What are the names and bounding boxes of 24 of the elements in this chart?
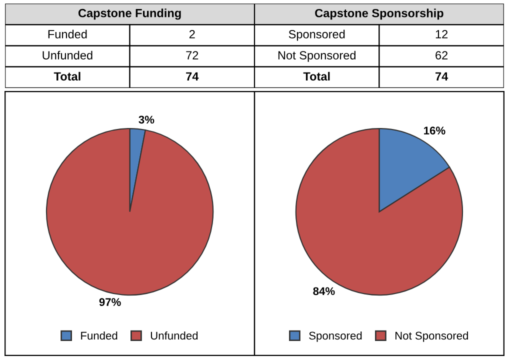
text: 62	[436, 51, 448, 60]
pie-slice	[295, 128, 464, 296]
data-label: 16%	[424, 126, 446, 135]
text: Total	[54, 72, 80, 81]
category-label: Funded	[48, 30, 87, 38]
category-label: Sponsored	[288, 30, 345, 41]
chart-title: Capstone Sponsorship	[315, 8, 444, 20]
legend-label: Not Sponsored	[395, 331, 468, 342]
legend-label: Funded	[81, 331, 118, 340]
slice-label: Not Sponsored	[278, 50, 356, 62]
pie-slice	[46, 128, 214, 296]
text: 12	[436, 30, 448, 38]
text: 72	[186, 51, 198, 60]
data-label: 97%	[99, 298, 121, 306]
data-label: 3%	[138, 116, 154, 124]
text: 74	[186, 72, 199, 80]
text: Total	[303, 72, 330, 81]
text: 74	[436, 72, 448, 80]
legend-label: Unfunded	[150, 331, 198, 340]
text: 2	[189, 30, 195, 38]
slice-label: Unfunded	[42, 50, 92, 60]
chart-title: Capstone Funding	[78, 8, 181, 20]
data-label: 84%	[313, 287, 335, 296]
legend-label: Sponsored	[309, 331, 362, 342]
